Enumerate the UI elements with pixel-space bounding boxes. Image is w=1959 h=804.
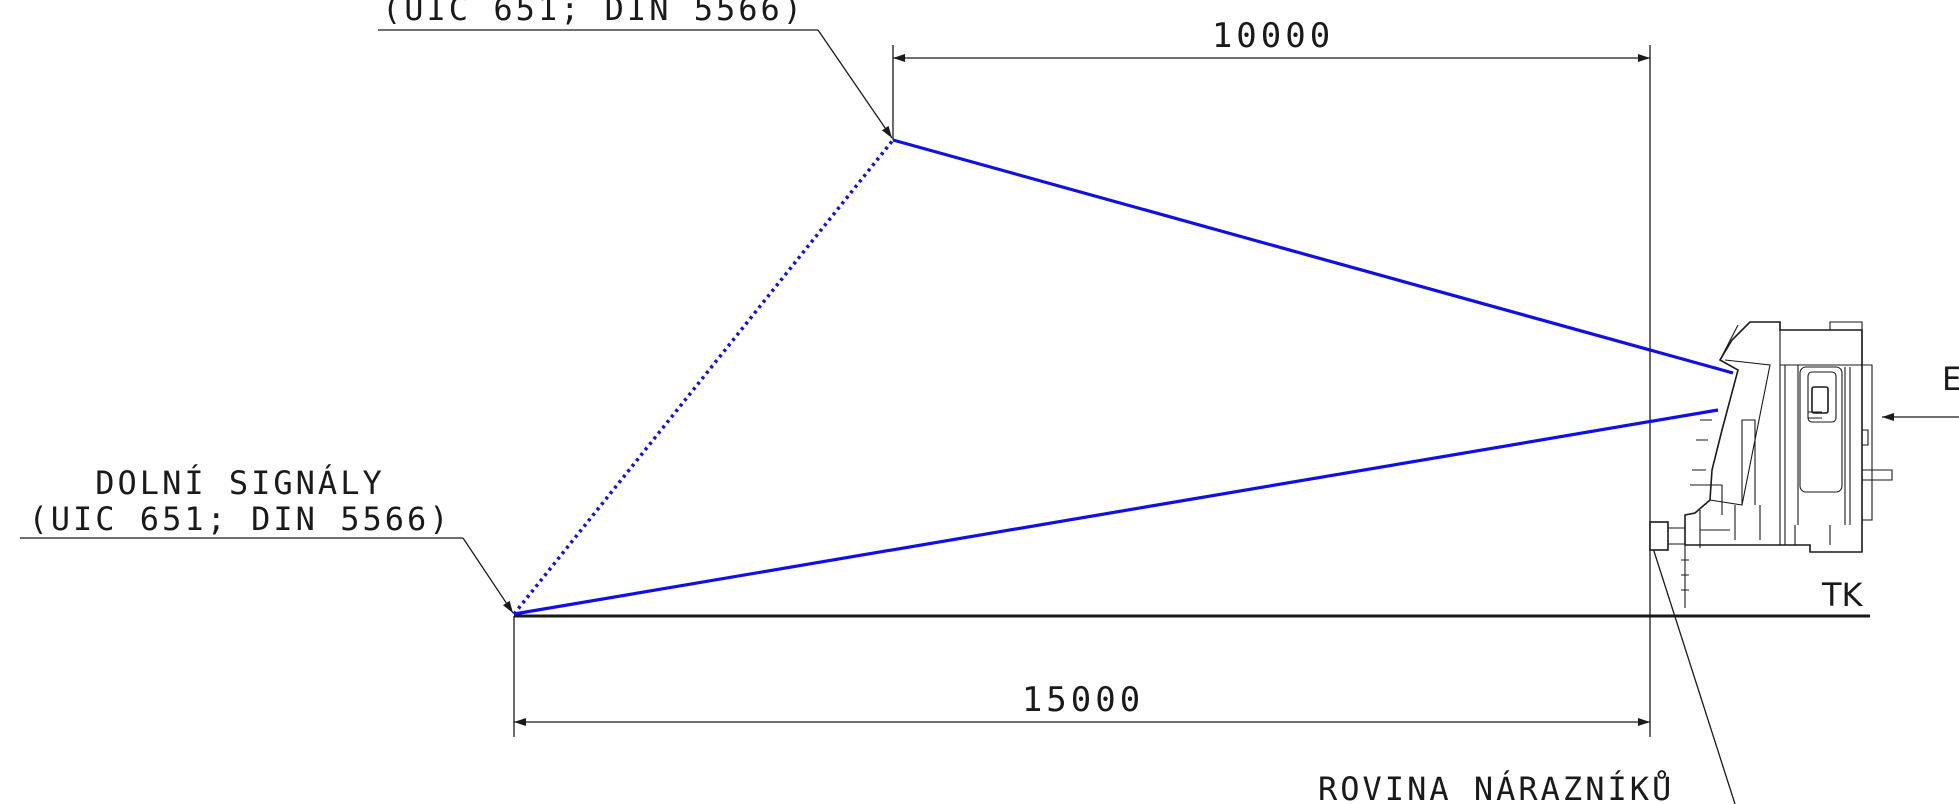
lower-signals-label-line2: (UIC 651; DIN 5566) [28, 500, 451, 538]
upper-beam-line [892, 138, 1734, 375]
right-edge-label-fragment: E [1942, 360, 1959, 398]
lower-beam-line [513, 408, 1719, 616]
lower-signals-label-line1: DOLNÍ SIGNÁLY [95, 464, 384, 502]
buffer-plane-leader [1651, 544, 1736, 804]
vehicle-front-illustration [1649, 321, 1893, 608]
rail-top-label: TK [1821, 576, 1864, 614]
dimension-upper-text: 10000 [1212, 16, 1334, 56]
dimension-lower-text: 15000 [1022, 680, 1144, 720]
upper-signals-label: (UIC 651; DIN 5566) [382, 0, 805, 28]
diagonal-beam-dotted-line [512, 138, 895, 616]
upper-signals-leader [817, 29, 893, 139]
lower-signals-leader [462, 537, 514, 614]
buffer-plane-label: ROVINA NÁRAZNÍKŮ [1318, 770, 1674, 804]
